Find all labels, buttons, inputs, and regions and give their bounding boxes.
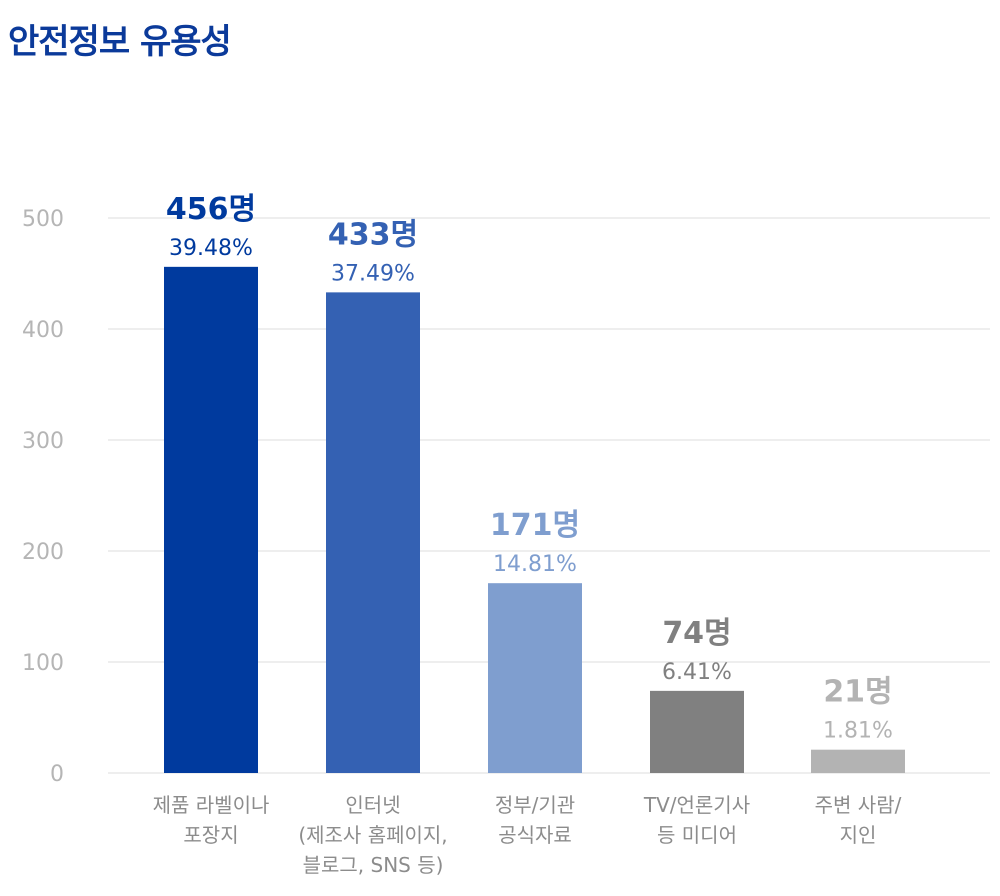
category-label: 주변 사람/: [815, 793, 902, 817]
category-label: (제조사 홈페이지,: [298, 823, 447, 847]
category-label: 지인: [840, 823, 877, 847]
category-label: 공식자료: [498, 823, 572, 847]
y-tick-label: 200: [22, 540, 64, 565]
y-tick-label: 400: [22, 318, 64, 343]
value-label: 21명: [823, 675, 892, 710]
value-label: 456명: [166, 192, 256, 227]
value-label: 171명: [490, 508, 580, 543]
bar: [650, 690, 744, 773]
percent-label: 1.81%: [823, 719, 893, 744]
percent-label: 37.49%: [331, 261, 415, 286]
percent-label: 39.48%: [169, 236, 253, 261]
bar: [164, 266, 258, 773]
value-label: 433명: [328, 217, 418, 252]
category-label: TV/언론기사: [643, 793, 750, 817]
y-tick-label: 100: [22, 651, 64, 676]
bar: [326, 292, 420, 773]
category-label: 정부/기관: [495, 793, 575, 817]
percent-label: 6.41%: [662, 660, 732, 685]
category-label: 제품 라벨이나: [153, 793, 270, 817]
chart-title: 안전정보 유용성: [8, 22, 232, 62]
category-label: 인터넷: [345, 793, 400, 817]
percent-label: 14.81%: [493, 552, 577, 577]
category-label: 등 미디어: [657, 823, 737, 847]
y-tick-label: 300: [22, 429, 64, 454]
value-label: 74명: [662, 616, 731, 651]
y-tick-label: 500: [22, 207, 64, 232]
y-tick-label: 0: [50, 762, 64, 787]
bar: [811, 749, 905, 773]
category-label: 포장지: [183, 823, 238, 847]
category-label: 블로그, SNS 등): [303, 853, 444, 877]
bar: [488, 583, 582, 773]
